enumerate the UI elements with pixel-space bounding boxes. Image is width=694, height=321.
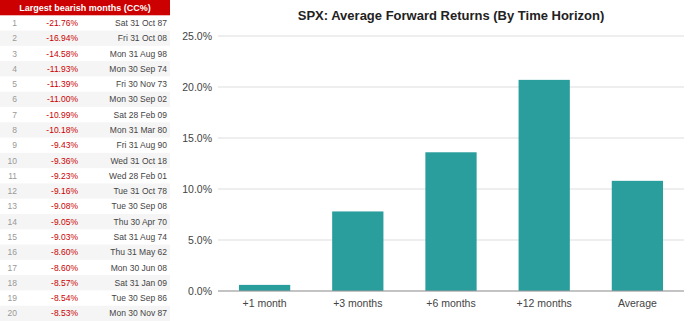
y-tick-label: 25.0%	[182, 30, 212, 42]
table-rank: 4	[12, 64, 17, 74]
table-date: Fri 31 Oct 08	[118, 33, 167, 43]
table-rank: 10	[8, 156, 18, 166]
table-header-bg	[0, 0, 170, 15]
table-rank: 5	[12, 79, 17, 89]
table-pct: -9.16%	[51, 186, 78, 196]
table-date: Sat 28 Feb 09	[114, 110, 168, 120]
table-row-bg	[0, 122, 170, 137]
table-date: Tue 30 Sep 08	[112, 201, 168, 211]
table: Largest bearish months (CC%)1 -21.76% Sat …	[0, 0, 170, 321]
table-rank: 9	[12, 140, 17, 150]
table-pct: -11.00%	[47, 94, 78, 104]
grid-line	[218, 291, 684, 292]
title: SPX: Average Forward Returns (By Time Ho…	[298, 8, 605, 23]
table-rank: 1	[12, 18, 17, 28]
bar	[239, 285, 290, 291]
y-tick-label: 5.0%	[188, 234, 212, 246]
table-rank: 16	[8, 247, 18, 257]
table-date: Sat 31 Aug 74	[114, 232, 168, 242]
table-pct: -11.39%	[47, 79, 78, 89]
table-rank: 14	[8, 217, 18, 227]
table-row-bg	[0, 183, 170, 198]
table-row-bg	[0, 31, 170, 46]
table-rank: 8	[12, 125, 17, 135]
chart-page: Largest bearish months (CC%)1 -21.76% Sat …	[0, 0, 694, 321]
y-tick-label: 20.0%	[182, 81, 212, 93]
table-date: Thu 30 Apr 70	[114, 217, 168, 227]
table-date: Mon 30 Jun 08	[111, 263, 168, 273]
table-date: Tue 30 Sep 86	[112, 293, 168, 303]
x-tick-label: +3 months	[333, 297, 382, 309]
table-rank: 12	[8, 186, 18, 196]
grid-line	[218, 138, 684, 139]
table-row-bg	[0, 92, 170, 107]
table-date: Sat 31 Jan 09	[115, 278, 168, 288]
y-tick-label: 0.0%	[188, 285, 212, 297]
table-pct: -21.76%	[46, 18, 78, 28]
table-date: Thu 31 May 62	[110, 247, 167, 257]
table-rank: 19	[8, 293, 18, 303]
table-rank: 18	[8, 278, 18, 288]
table-date: Fri 31 Aug 90	[116, 140, 167, 150]
table-row-bg	[0, 214, 170, 229]
table-date: Mon 30 Sep 74	[109, 64, 167, 74]
table-date: Fri 30 Nov 73	[116, 79, 167, 89]
table-rank: 11	[8, 171, 17, 181]
table-date: Sat 31 Oct 87	[115, 18, 167, 28]
table-row-bg	[0, 306, 170, 321]
table-rank: 3	[12, 49, 17, 59]
x-tick-label: +6 months	[426, 297, 475, 309]
table-rank: 7	[12, 110, 17, 120]
x-tick-label: +12 months	[517, 297, 572, 309]
table-pct: -8.60%	[51, 247, 78, 257]
table-date: Tue 31 Oct 78	[113, 186, 167, 196]
table-pct: -11.93%	[47, 64, 78, 74]
x-tick-label: Average	[618, 297, 657, 309]
table-pct: -9.08%	[51, 201, 78, 211]
table-rank: 6	[12, 94, 17, 104]
table-date: Wed 28 Feb 01	[109, 171, 167, 181]
table-pct: -9.23%	[51, 171, 78, 181]
bar	[332, 211, 383, 291]
table-header: Largest bearish months (CC%)	[19, 3, 151, 13]
table-pct: -14.58%	[46, 49, 78, 59]
table-row-bg	[0, 61, 170, 76]
table-pct: -9.43%	[51, 140, 78, 150]
table-rank: 20	[8, 308, 18, 318]
bar	[425, 152, 476, 291]
table-pct: -9.03%	[51, 232, 78, 242]
grid-line	[218, 87, 684, 88]
table-rank: 13	[8, 201, 18, 211]
table-date: Mon 31 Mar 80	[110, 125, 167, 135]
x-tick-label: +1 month	[243, 297, 287, 309]
table-row-bg	[0, 275, 170, 290]
table-pct: -10.18%	[46, 125, 78, 135]
table-pct: -9.36%	[51, 156, 78, 166]
table-rank: 2	[12, 33, 17, 43]
table-rank: 17	[8, 263, 18, 273]
table-pct: -8.54%	[51, 293, 78, 303]
bars	[239, 80, 663, 291]
bar	[519, 80, 570, 291]
background	[0, 0, 694, 321]
table-pct: -9.05%	[51, 217, 78, 227]
table-pct: -8.57%	[51, 278, 78, 288]
table-date: Wed 31 Oct 18	[110, 156, 167, 166]
x-axis-line	[218, 291, 684, 292]
bar	[612, 181, 663, 291]
table-rank: 15	[8, 232, 18, 242]
table-pct: -10.99%	[46, 110, 78, 120]
grid-line	[218, 36, 684, 37]
bar-chart: SPX: Average Forward Returns (By Time Ho…	[182, 8, 684, 309]
table-pct: -8.53%	[51, 308, 78, 318]
table-pct: -8.60%	[51, 263, 78, 273]
y-tick-label: 15.0%	[182, 132, 212, 144]
table-row-bg	[0, 245, 170, 260]
y-tick-label: 10.0%	[182, 183, 212, 195]
table-row-bg	[0, 153, 170, 168]
table-date: Mon 30 Sep 02	[109, 94, 167, 104]
table-date: Mon 31 Aug 98	[110, 49, 167, 59]
table-date: Mon 30 Nov 87	[109, 308, 167, 318]
table-pct: -16.94%	[46, 33, 78, 43]
